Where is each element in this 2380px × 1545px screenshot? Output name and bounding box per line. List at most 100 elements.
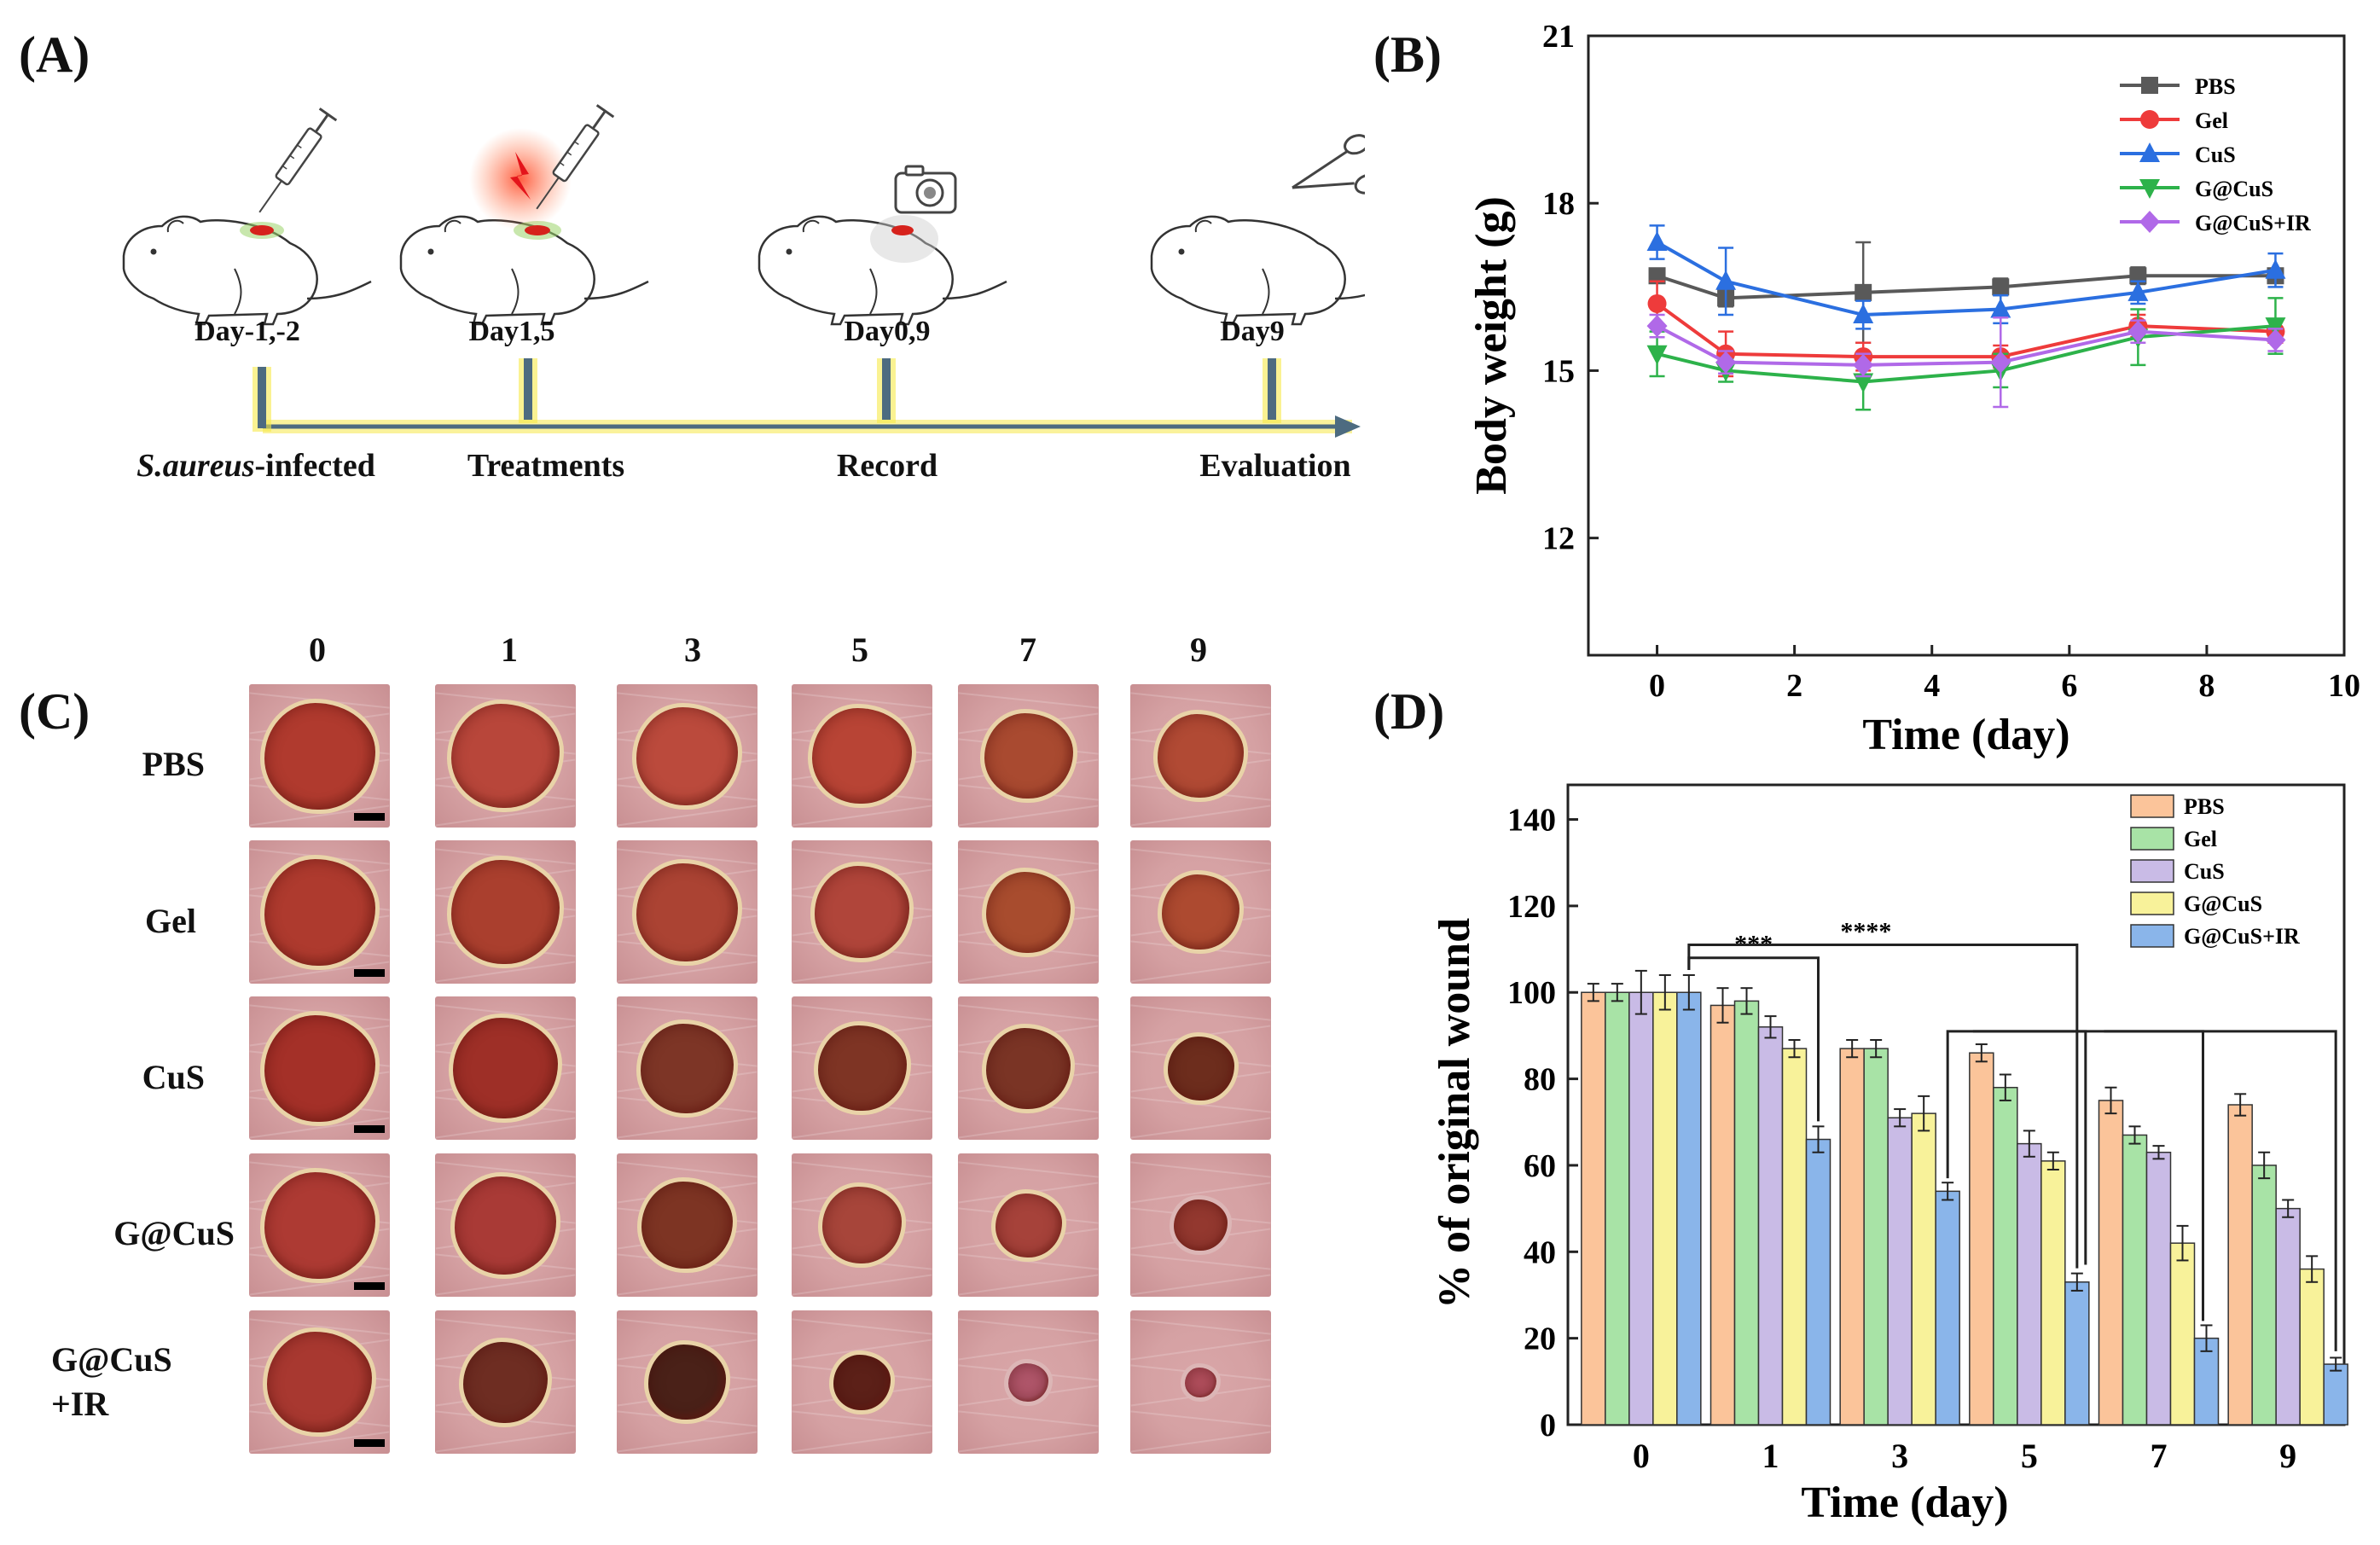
bar	[1710, 1004, 1736, 1426]
mouse-illustration-1	[122, 215, 373, 326]
series-line	[1656, 302, 2276, 359]
skin-texture	[1130, 1274, 1271, 1296]
skin-texture	[958, 1339, 1099, 1361]
skin-texture	[1130, 1117, 1271, 1139]
data-point	[1853, 304, 1874, 324]
skin-texture	[1130, 1253, 1271, 1270]
series-CuS	[1628, 969, 2301, 1426]
legend-label: G@CuS+IR	[2195, 211, 2311, 235]
data-point	[2265, 328, 2286, 351]
scale-bar	[354, 813, 385, 821]
wound-area	[631, 858, 743, 966]
panel-label-b: (B)	[1373, 26, 1442, 83]
x-tick-label: 6	[2061, 668, 2077, 704]
data-point	[1990, 351, 2011, 374]
wound-area	[808, 703, 916, 809]
bar	[1757, 1026, 1784, 1426]
wound-photo	[1130, 1153, 1271, 1297]
y-tick-label: 80	[1524, 1062, 1556, 1098]
bar	[1628, 991, 1654, 1426]
photo-col-header: 5	[851, 630, 868, 669]
x-tick-label: 2	[1786, 668, 1802, 704]
data-point	[1990, 298, 2011, 318]
wound-area	[447, 856, 564, 968]
skin-texture	[792, 961, 932, 983]
skin-texture	[617, 1318, 758, 1335]
data-point	[2127, 281, 2149, 301]
data-point	[2141, 77, 2158, 94]
timeline-day-label-2: Day1,5	[468, 316, 555, 347]
skin-texture	[435, 1318, 576, 1335]
legend-swatch	[2130, 827, 2174, 851]
bar	[2251, 1165, 2277, 1426]
wound-photo	[249, 1310, 390, 1454]
x-tick-label: 8	[2198, 668, 2215, 704]
wound-photo	[249, 1153, 390, 1297]
legend-label: G@CuS	[2184, 892, 2262, 916]
wound-photo	[617, 1310, 758, 1454]
wound-area	[1004, 1358, 1053, 1406]
wound-photo	[435, 1310, 576, 1454]
series-G@CuS	[1652, 973, 2325, 1426]
series-line	[1656, 241, 2276, 317]
x-tick-label: 4	[1924, 668, 1940, 704]
data-point	[2265, 258, 2286, 279]
timeline-day-label-1: Day-1,-2	[194, 316, 300, 347]
skin-texture	[958, 692, 1099, 709]
skin-texture	[617, 1431, 758, 1453]
bar	[2323, 1363, 2348, 1426]
series-G@CuS+IR	[1646, 313, 2286, 409]
y-axis-label: % of original wound	[1431, 918, 1479, 1309]
wound-photo	[958, 1153, 1099, 1297]
series-G@CuS+IR	[1676, 973, 2348, 1426]
bar	[1887, 1117, 1913, 1426]
data-point	[2139, 142, 2160, 162]
wound-photo	[958, 840, 1099, 984]
wound-area	[644, 1340, 730, 1424]
timeline-illustration	[122, 103, 1365, 438]
data-point	[2265, 317, 2286, 338]
data-point	[2127, 320, 2149, 343]
photo-col-header: 3	[684, 630, 701, 669]
timeline-axis	[253, 358, 1361, 438]
wound-area	[446, 699, 565, 813]
x-tick-label: 1	[1762, 1437, 1779, 1475]
bar	[1733, 1000, 1760, 1426]
bar	[1605, 991, 1630, 1426]
timeline-stage-record: Record	[836, 448, 938, 484]
legend-swatch	[2130, 859, 2174, 883]
skin-texture	[958, 1274, 1099, 1296]
legend-label: G@CuS	[2195, 177, 2273, 201]
bar	[2169, 1242, 2196, 1426]
skin-texture	[1130, 1431, 1271, 1453]
skin-texture	[435, 1431, 576, 1453]
data-point	[1646, 345, 1668, 365]
body-weight-line-chart: 0 2 4 6 8 10 12 15 18 21 Time (day) Body weight (g)…	[1467, 19, 2360, 759]
wound-area	[259, 854, 380, 970]
bar	[1581, 991, 1606, 1426]
bar	[2227, 1104, 2253, 1426]
legend-label: Gel	[2195, 108, 2228, 133]
data-point	[1647, 293, 1667, 313]
data-point	[2129, 267, 2147, 285]
mouse-illustration-2	[399, 215, 650, 326]
bar	[1805, 1138, 1831, 1426]
wound-area	[810, 862, 914, 962]
legend-swatch	[2130, 924, 2174, 948]
x-axis-label: Time (day)	[1801, 1478, 2008, 1527]
wound-photo	[435, 996, 576, 1140]
bar	[2193, 1337, 2220, 1426]
x-tick-label: 5	[2021, 1437, 2038, 1475]
timeline-stage-treatments: Treatments	[467, 448, 625, 484]
wound-photo	[958, 684, 1099, 828]
wound-photo	[1130, 684, 1271, 828]
y-tick-label: 0	[1540, 1408, 1556, 1443]
skin-texture	[958, 1431, 1099, 1453]
x-tick-label: 0	[1649, 668, 1665, 704]
wound-area	[450, 1171, 561, 1279]
wound-area	[631, 702, 743, 810]
x-tick-label: 0	[1633, 1437, 1650, 1475]
wound-area	[990, 1188, 1066, 1262]
skin-texture	[617, 1274, 758, 1296]
bar	[1652, 991, 1678, 1426]
